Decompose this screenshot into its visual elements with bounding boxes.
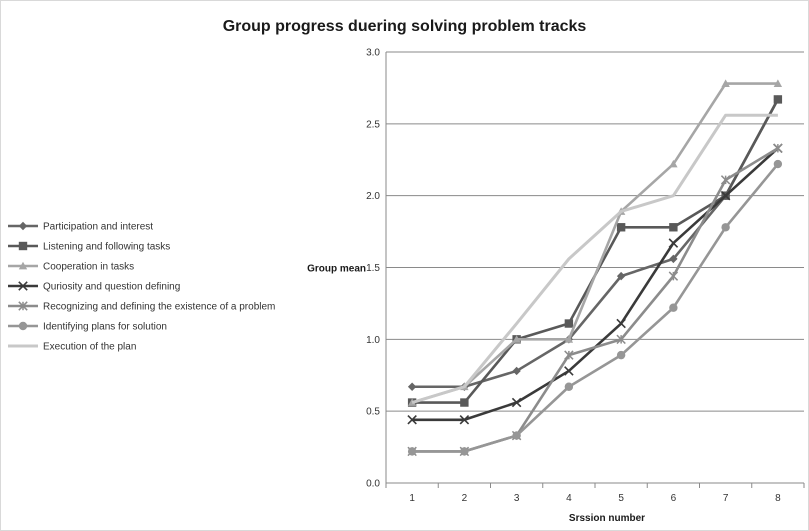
data-point	[773, 143, 783, 153]
data-point	[721, 79, 730, 87]
data-point	[669, 159, 678, 168]
y-tick-label: 1.0	[366, 335, 380, 346]
legend-label: Execution of the plan	[43, 342, 136, 353]
legend-label: Cooperation in tasks	[43, 262, 134, 273]
x-tick-label: 5	[618, 493, 624, 504]
x-tick-label: 8	[775, 493, 781, 504]
marker-stroke	[18, 281, 28, 291]
marker-stroke	[511, 397, 522, 408]
series-line	[412, 98, 780, 404]
series-2	[407, 95, 783, 407]
marker-stroke	[564, 366, 574, 376]
data-point	[668, 238, 679, 248]
x-tick-label: 6	[671, 493, 677, 504]
legend-marker	[18, 321, 28, 331]
data-point	[511, 397, 522, 408]
series-line	[412, 98, 780, 389]
x-tick-label: 1	[409, 493, 415, 504]
data-point	[669, 223, 678, 232]
data-point	[616, 223, 626, 232]
series-line	[412, 147, 779, 422]
data-point	[564, 350, 574, 360]
y-axis-title: Group mean	[307, 264, 366, 275]
y-tick-label: 0.5	[366, 407, 380, 418]
marker-stroke	[459, 415, 470, 425]
data-point	[564, 335, 574, 343]
legend-marker	[18, 281, 28, 291]
data-point	[564, 382, 574, 391]
data-point	[564, 366, 574, 376]
data-point	[720, 175, 731, 185]
legend-item: Cooperation in tasks	[8, 262, 134, 273]
legend-label: Recognizing and defining the existence o…	[43, 302, 275, 313]
legend-item: Execution of the plan	[8, 342, 136, 353]
data-point	[564, 319, 574, 328]
legend-label: Identifying plans for solution	[43, 322, 167, 333]
data-point	[773, 159, 783, 169]
y-tick-label: 2.5	[366, 119, 380, 130]
data-point	[668, 271, 679, 281]
series-lines	[407, 79, 783, 457]
data-point	[616, 350, 626, 360]
legend-marker	[18, 261, 28, 270]
series-6	[407, 159, 783, 456]
data-point	[407, 415, 417, 425]
series-7	[411, 113, 778, 404]
legend-item: Identifying plans for solution	[8, 322, 167, 333]
legend-item: Recognizing and defining the existence o…	[8, 301, 275, 313]
data-point	[512, 366, 521, 376]
data-point	[773, 95, 783, 104]
data-point	[616, 271, 626, 281]
legend-label: Participation and interest	[43, 222, 153, 233]
data-point	[773, 79, 783, 87]
data-point	[669, 303, 678, 312]
series-line	[411, 82, 778, 404]
legend-marker	[18, 241, 28, 251]
legend-marker	[18, 221, 28, 231]
marker-stroke	[668, 238, 679, 248]
data-point	[512, 431, 521, 440]
series-4	[407, 143, 783, 425]
y-tick-label: 3.0	[366, 48, 380, 59]
data-point	[669, 254, 678, 264]
data-point	[407, 447, 417, 456]
data-point	[616, 318, 626, 329]
x-tick-label: 7	[723, 493, 729, 504]
x-tick-label: 2	[462, 493, 468, 504]
data-point	[512, 335, 521, 343]
legend-item: Participation and interest	[8, 222, 153, 233]
chart-title: Group progress duering solving problem t…	[222, 18, 587, 35]
data-point	[459, 415, 470, 425]
series-line	[411, 113, 778, 404]
axes: 0.0 0.5 1.0 1.5 2.0 2.5 3.0 1 2 3 4 5 6 7 8	[366, 48, 805, 504]
legend-marker	[18, 301, 28, 311]
x-tick-label: 3	[514, 493, 520, 504]
data-point	[616, 334, 626, 345]
legend-label: Quriosity and question defining	[43, 282, 180, 293]
legend-label: Listening and following tasks	[43, 242, 170, 253]
y-tick-label: 1.5	[366, 263, 380, 274]
marker-stroke	[720, 190, 731, 201]
data-point	[407, 382, 417, 391]
legend-item: Quriosity and question defining	[8, 281, 180, 293]
y-tick-label: 2.0	[366, 191, 380, 202]
marker-stroke	[616, 318, 626, 329]
x-axis-title: Srssion number	[569, 513, 645, 524]
data-point	[460, 398, 469, 407]
series-line	[412, 163, 779, 453]
y-tick-label: 0.0	[366, 479, 380, 490]
data-point	[460, 447, 469, 456]
series-3	[407, 79, 783, 406]
legend: Participation and interest Listening and …	[8, 222, 275, 353]
marker-stroke	[407, 415, 417, 425]
x-tick-label: 4	[566, 493, 572, 504]
gridlines	[386, 51, 804, 412]
series-5	[407, 143, 783, 457]
data-point	[720, 190, 731, 201]
legend-item: Listening and following tasks	[8, 242, 170, 253]
data-point	[721, 223, 730, 232]
